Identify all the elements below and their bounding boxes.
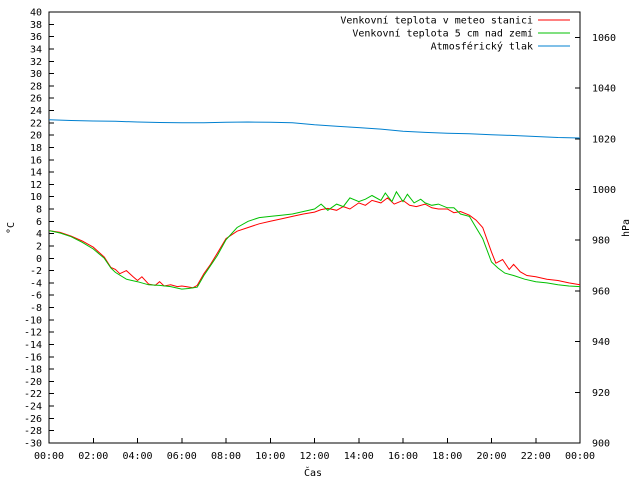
y-tick-label: -2 (30, 266, 42, 277)
y-tick-label: 26 (30, 94, 42, 105)
y-tick-label: 2 (36, 241, 42, 252)
y-tick-label: 36 (30, 32, 42, 43)
y2-tick-label: 900 (592, 439, 610, 450)
y-tick-label: -8 (30, 303, 42, 314)
x-tick-label: 00:00 (565, 451, 595, 462)
x-tick-label: 22:00 (521, 451, 551, 462)
x-tick-label: 02:00 (78, 451, 108, 462)
y-tick-label: 8 (36, 205, 42, 216)
y-tick-label: -6 (30, 291, 42, 302)
y-tick-label: 32 (30, 57, 42, 68)
y2-tick-label: 920 (592, 388, 610, 399)
x-axis-label: Čas (304, 466, 322, 479)
x-tick-label: 06:00 (167, 451, 197, 462)
y-tick-label: 14 (30, 168, 42, 179)
series-line-1 (48, 197, 581, 289)
y-tick-label: 16 (30, 155, 42, 166)
x-tick-label: 00:00 (34, 451, 64, 462)
series-line-2 (48, 190, 581, 290)
y-tick-label: -12 (24, 328, 42, 339)
legend-label-2: Venkovní teplota 5 cm nad zemí (352, 28, 533, 40)
y-tick-label: 28 (30, 81, 42, 92)
y-tick-label: -10 (24, 315, 42, 326)
y-tick-label: 10 (30, 192, 42, 203)
x-tick-label: 16:00 (388, 451, 418, 462)
y-tick-label: 40 (30, 8, 42, 19)
y-tick-label: 12 (30, 180, 42, 191)
y2-tick-label: 960 (592, 286, 610, 297)
y-tick-label: -26 (24, 414, 42, 425)
y2-tick-label: 1040 (592, 84, 616, 95)
y-tick-label: 20 (30, 131, 42, 142)
y-tick-label: 24 (30, 106, 42, 117)
legend-label-1: Venkovní teplota v meteo stanici (340, 15, 533, 27)
y-tick-label: 30 (30, 69, 42, 80)
y-tick-label: -30 (24, 439, 42, 450)
y-tick-label: 0 (36, 254, 42, 265)
x-tick-label: 18:00 (432, 451, 462, 462)
y2-tick-label: 980 (592, 236, 610, 247)
x-tick-label: 20:00 (476, 451, 506, 462)
x-tick-label: 12:00 (299, 451, 329, 462)
y-tick-label: 38 (30, 20, 42, 31)
x-tick-label: 10:00 (255, 451, 285, 462)
y-tick-label: -16 (24, 352, 42, 363)
y-tick-label: 4 (36, 229, 42, 240)
y-axis-label: °C (6, 222, 17, 234)
y-tick-label: -14 (24, 340, 42, 351)
series-line-3 (48, 119, 581, 139)
y-tick-label: -22 (24, 389, 42, 400)
y-tick-label: 34 (30, 44, 42, 55)
x-tick-label: 14:00 (344, 451, 374, 462)
x-tick-label: 04:00 (122, 451, 152, 462)
y-tick-label: 18 (30, 143, 42, 154)
y2-axis-label: hPa (621, 219, 632, 237)
plot-frame (48, 11, 581, 444)
y2-tick-label: 940 (592, 337, 610, 348)
y-tick-label: -18 (24, 365, 42, 376)
y-tick-label: -24 (24, 402, 42, 413)
y2-tick-label: 1060 (592, 33, 616, 44)
y-tick-label: -4 (30, 278, 42, 289)
y-tick-label: 6 (36, 217, 42, 228)
y-tick-label: 22 (30, 118, 42, 129)
y-tick-label: -28 (24, 426, 42, 437)
y-tick-label: -20 (24, 377, 42, 388)
y2-tick-label: 1000 (592, 185, 616, 196)
y2-tick-label: 1020 (592, 134, 616, 145)
x-tick-label: 08:00 (211, 451, 241, 462)
legend-label-3: Atmosférický tlak (431, 41, 533, 53)
